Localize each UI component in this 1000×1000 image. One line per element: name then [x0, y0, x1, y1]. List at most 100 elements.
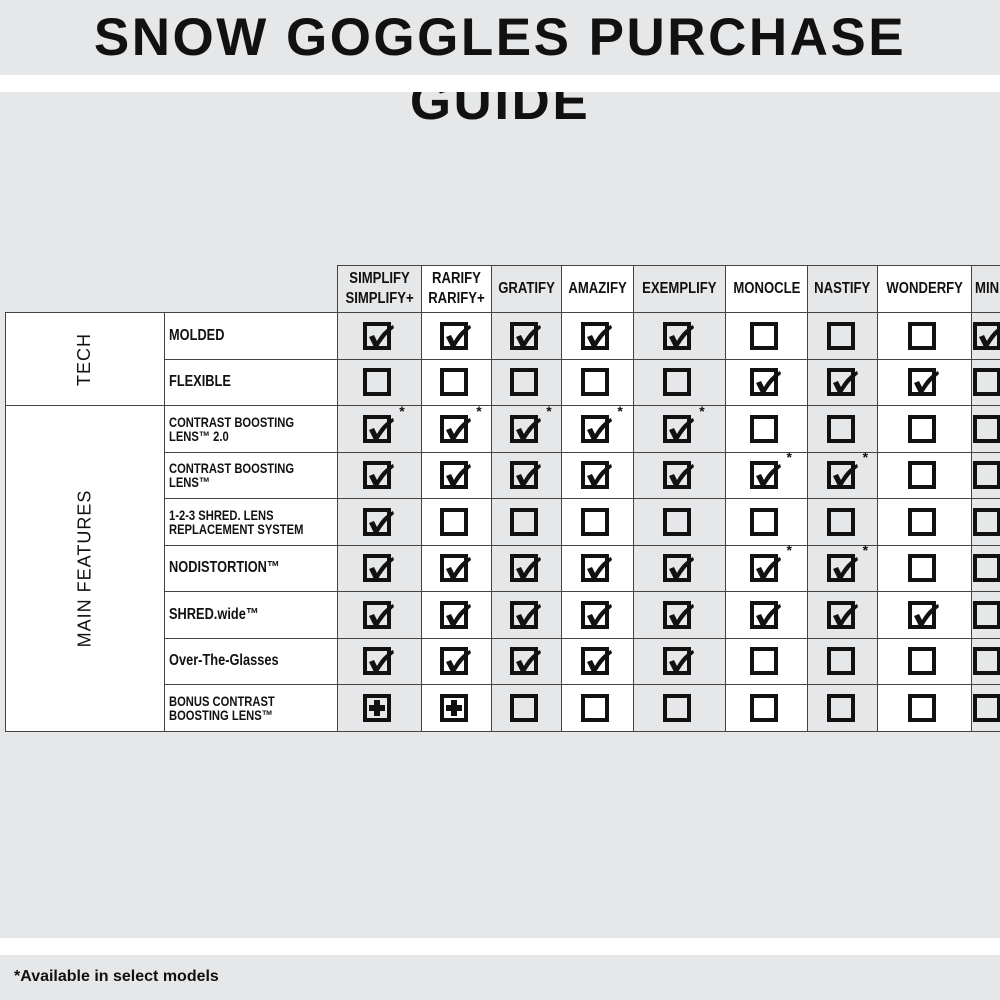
- checked-box-icon: [440, 321, 472, 350]
- checked-box-icon: [581, 554, 613, 583]
- feature-cell: *: [724, 449, 809, 499]
- feature-cell: [420, 451, 492, 499]
- asterisk-note: *: [786, 542, 792, 559]
- group-label-text: TECH: [74, 332, 95, 386]
- column-header: SIMPLIFY SIMPLIFY+: [336, 265, 422, 313]
- empty-box-icon: [581, 693, 610, 722]
- feature-cell: [632, 312, 726, 360]
- checked-box-icon: [363, 554, 395, 583]
- empty-box-icon: [908, 554, 937, 583]
- empty-box-icon: [973, 600, 1000, 629]
- feature-label-text: Over-The-Glasses: [168, 652, 279, 670]
- feature-label: NODISTORTION™: [163, 544, 338, 592]
- empty-box-icon: [908, 693, 937, 722]
- empty-box-icon: [826, 414, 855, 443]
- table-row: TECH MOLDED: [5, 312, 1000, 406]
- feature-label-text: CONTRAST BOOSTING LENS™ 2.0: [168, 413, 294, 444]
- empty-box-icon: [973, 461, 1000, 490]
- checked-box-icon: [510, 321, 542, 350]
- checked-box-icon: [826, 600, 858, 629]
- table-row: FLEXIBLE: [6, 358, 1000, 406]
- checked-box-icon: [363, 600, 395, 629]
- column-header-label: EXEMPLIFY: [642, 280, 717, 297]
- group-label: TECH: [5, 312, 165, 406]
- checked-box-icon: [663, 647, 695, 676]
- feature-cell: [971, 405, 1000, 453]
- feature-cell: *: [807, 542, 878, 592]
- empty-box-icon: [973, 507, 1000, 536]
- checked-box-icon: [440, 600, 472, 629]
- feature-label-text: CONTRAST BOOSTING LENS™: [168, 460, 294, 491]
- feature-cell: [876, 498, 973, 546]
- group-label-text: MAIN FEATURES: [74, 489, 95, 648]
- feature-cell: [336, 684, 422, 732]
- feature-label: 1-2-3 SHRED. LENS REPLACEMENT SYSTEM: [163, 498, 338, 546]
- empty-box-icon: [581, 368, 610, 397]
- checked-box-icon: [363, 507, 395, 536]
- feature-cell: [336, 591, 422, 639]
- empty-box-icon: [973, 414, 1000, 443]
- feature-cell: [971, 591, 1000, 639]
- table-row: BONUS CONTRAST BOOSTING LENS™: [6, 684, 1000, 732]
- feature-label: CONTRAST BOOSTING LENS™ 2.0: [163, 405, 338, 453]
- checked-box-icon: [826, 461, 858, 490]
- checked-box-icon: [510, 600, 542, 629]
- asterisk-note: *: [862, 542, 869, 559]
- checked-box-icon: [363, 647, 395, 676]
- feature-cell: [560, 544, 634, 592]
- feature-cell: [560, 451, 634, 499]
- feature-cell: [420, 684, 492, 732]
- empty-box-icon: [663, 507, 692, 536]
- feature-cell: [490, 684, 562, 732]
- feature-cell: [560, 591, 634, 639]
- asterisk-note: *: [862, 449, 869, 466]
- table-row: MAIN FEATURES CONTRAST BOOSTING LENS™ 2.0…: [5, 402, 1000, 732]
- feature-cell: [632, 498, 726, 546]
- checked-box-icon: [750, 461, 782, 490]
- empty-box-icon: [663, 368, 692, 397]
- page-title: SNOW GOGGLES PURCHASE GUIDE: [93, 8, 907, 131]
- feature-label: SHRED.wide™: [163, 591, 338, 639]
- feature-cell: [876, 544, 973, 592]
- feature-cell: [336, 451, 422, 499]
- asterisk-note: *: [476, 402, 482, 419]
- feature-label-text: NODISTORTION™: [168, 559, 280, 577]
- checked-box-icon: [363, 414, 395, 443]
- feature-cell: [971, 498, 1000, 546]
- table-row: NODISTORTION™ * *: [6, 542, 1000, 592]
- feature-cell: [724, 591, 809, 639]
- feature-cell: [724, 637, 809, 685]
- feature-cell: [420, 358, 492, 406]
- feature-label-text: BONUS CONTRAST BOOSTING LENS™: [168, 692, 275, 723]
- feature-cell: *: [490, 403, 562, 453]
- checked-box-icon: [750, 600, 782, 629]
- feature-cell: [420, 498, 492, 546]
- column-header: NASTIFY: [807, 265, 878, 313]
- column-header-label: AMAZIFY: [568, 280, 627, 297]
- empty-box-icon: [908, 647, 937, 676]
- feature-cell: [724, 358, 809, 406]
- empty-box-icon: [908, 321, 937, 350]
- feature-cell: [420, 544, 492, 592]
- feature-cell: [336, 637, 422, 685]
- feature-cell: *: [336, 402, 422, 453]
- empty-box-icon: [908, 461, 937, 490]
- checked-box-icon: [908, 368, 940, 397]
- feature-cell: [724, 684, 809, 732]
- feature-cell: [420, 591, 492, 639]
- feature-cell: [336, 358, 422, 406]
- plus-box-icon: [363, 693, 392, 722]
- column-header-label: SIMPLIFY SIMPLIFY+: [345, 270, 414, 307]
- table-row: SHRED.wide™: [6, 591, 1000, 639]
- feature-cell: [336, 498, 422, 546]
- feature-cell: [971, 637, 1000, 685]
- feature-cell: [807, 405, 878, 453]
- checked-box-icon: [826, 554, 858, 583]
- checked-box-icon: [663, 461, 695, 490]
- checked-box-icon: [750, 554, 782, 583]
- feature-cell: *: [807, 449, 878, 499]
- checked-box-icon: [440, 461, 472, 490]
- feature-cell: [560, 358, 634, 406]
- asterisk-note: *: [399, 402, 405, 419]
- empty-box-icon: [973, 693, 1000, 722]
